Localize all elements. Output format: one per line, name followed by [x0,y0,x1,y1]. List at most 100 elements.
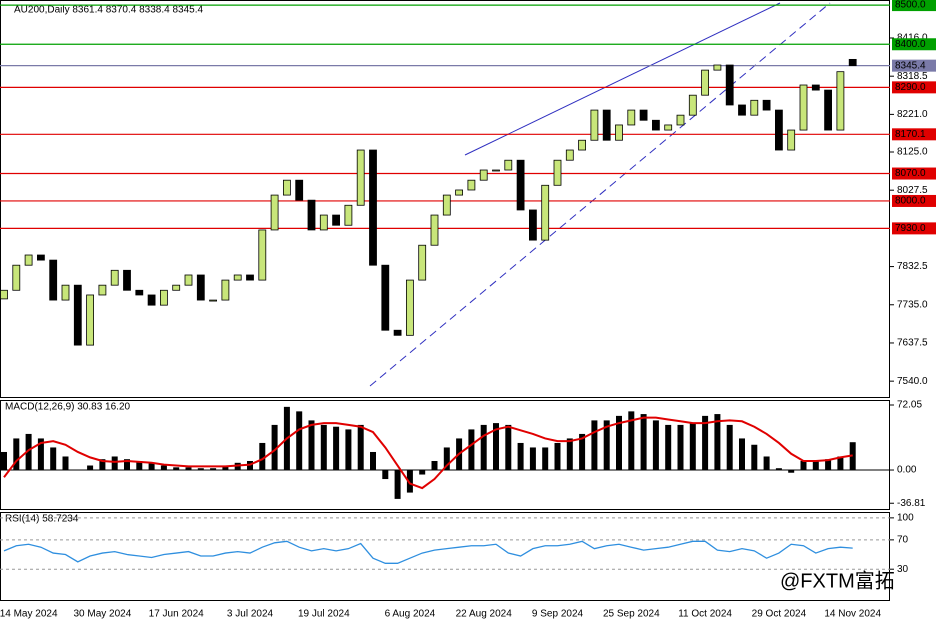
candle [492,169,500,172]
macd-bar [800,461,807,471]
candle [639,109,648,121]
candle [12,264,21,291]
macd-bar [160,465,167,471]
y-tick-label: 70 [897,535,909,546]
macd-bar [677,424,684,471]
y-tick-label: 30 [897,564,909,575]
candle [590,109,599,141]
x-tick-label: 29 Oct 2024 [752,609,807,620]
macd-bar [136,461,143,471]
macd-bar [505,424,512,471]
macd-bar [628,411,635,471]
y-tick-label: 8125.0 [897,147,928,158]
candle [664,124,673,131]
candle [553,159,562,186]
macd-bar [689,423,696,471]
macd-bar [825,459,832,471]
macd-bar [775,468,782,471]
macd-bar [837,456,844,471]
macd-bar [124,459,130,471]
candle [147,294,156,306]
macd-bar [1,451,7,471]
level-label: 8070.0 [895,168,926,179]
candle [295,179,304,201]
trend-line [464,2,781,156]
level-label: 8170.1 [895,129,926,140]
macd-bar [62,456,69,471]
candle [565,149,574,161]
candle [418,244,427,281]
macd-bar [739,438,745,471]
y-tick-label: 7637.5 [897,338,928,349]
macd-bar [406,470,413,493]
x-tick-label: 3 Jul 2024 [227,609,274,620]
x-tick-label: 6 Aug 2024 [385,609,436,620]
candle [135,289,144,296]
candle [811,84,820,91]
macd-bar [517,442,524,471]
macd-bar [357,424,364,471]
y-tick-label: 72.05 [897,400,922,411]
macd-bar [431,461,438,471]
candle [479,169,488,181]
y-tick-label: 8027.5 [897,185,928,196]
macd-bar [50,447,57,471]
candle [344,204,353,226]
candle [98,284,107,296]
candle [196,274,205,301]
candle [381,264,390,331]
x-tick-label: 9 Sep 2024 [532,609,584,620]
candle [762,99,771,111]
candle [159,289,168,306]
y-tick-label: 7832.5 [897,261,928,272]
candle [787,129,796,151]
macd-bar [333,426,340,471]
macd-bar [99,459,106,471]
level-box [892,167,936,180]
macd-bar [173,467,180,471]
level-box [892,81,936,94]
candle [848,58,857,67]
candle [307,199,316,231]
macd-bar [554,442,561,471]
macd-bar [714,414,721,471]
level-box [892,128,936,141]
candle [356,149,365,206]
macd-bar [468,429,475,471]
macd-bar [148,462,155,471]
x-tick-label: 22 Aug 2024 [456,609,513,620]
candle [775,109,783,151]
candle [701,69,709,96]
candle [209,299,218,302]
macd-bar [591,420,598,471]
candle [110,269,119,286]
macd-bar [296,411,303,471]
macd-bar [320,424,327,471]
macd-bar [271,424,278,471]
level-box [892,0,936,12]
macd-bar [185,467,192,471]
candle [442,194,451,216]
rsi-line [3,540,853,564]
macd-bar [370,451,376,471]
candle [221,279,230,301]
macd-bar [13,438,20,471]
macd-bar [493,423,499,471]
rsi-title: RSI(14) 58.7234 [5,514,79,525]
macd-bar [210,468,217,471]
candle [86,294,94,346]
macd-bar [480,424,487,471]
candle [652,119,660,131]
level-label: 8345.4 [895,60,926,71]
macd-bar [665,424,672,471]
macd-title: MACD(12,26,9) 30.83 16.20 [5,402,131,413]
candle [73,284,82,346]
macd-bar [812,461,819,471]
macd-bar [788,470,795,473]
level-box [892,194,936,207]
candle [750,99,759,116]
chart-title: AU200,Daily 8361.4 8370.4 8338.4 8345.4 [14,5,203,16]
candle [282,179,291,196]
macd-bar [37,438,44,471]
y-tick-label: 8416.0 [897,33,928,44]
